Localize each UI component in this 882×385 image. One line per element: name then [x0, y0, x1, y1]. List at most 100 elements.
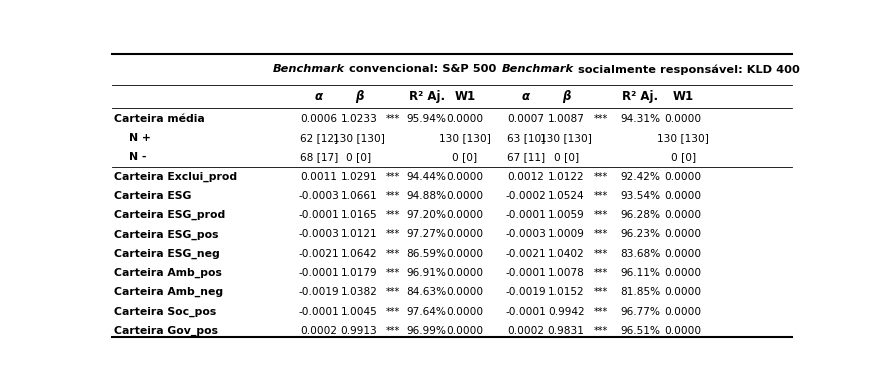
- Text: 94.44%: 94.44%: [407, 172, 447, 182]
- Text: 0 [0]: 0 [0]: [452, 152, 477, 162]
- Text: R² Aj.: R² Aj.: [622, 90, 658, 104]
- Text: -0.0001: -0.0001: [505, 306, 546, 316]
- Text: N -: N -: [130, 152, 147, 162]
- Text: 130 [130]: 130 [130]: [439, 133, 491, 143]
- Text: 0.0000: 0.0000: [664, 249, 701, 259]
- Text: 97.20%: 97.20%: [407, 210, 447, 220]
- Text: 0.0011: 0.0011: [300, 172, 337, 182]
- Text: -0.0021: -0.0021: [298, 249, 339, 259]
- Text: -0.0001: -0.0001: [505, 268, 546, 278]
- Text: ***: ***: [385, 287, 400, 297]
- Text: socialmente responsável: KLD 400: socialmente responsável: KLD 400: [574, 64, 800, 75]
- Text: 94.88%: 94.88%: [407, 191, 447, 201]
- Text: ***: ***: [594, 191, 609, 201]
- Text: Carteira Amb_neg: Carteira Amb_neg: [114, 287, 223, 297]
- Text: R² Aj.: R² Aj.: [408, 90, 445, 104]
- Text: 1.0524: 1.0524: [548, 191, 585, 201]
- Text: 0.0000: 0.0000: [446, 114, 483, 124]
- Text: Carteira Gov_pos: Carteira Gov_pos: [114, 326, 218, 336]
- Text: Carteira Exclui_prod: Carteira Exclui_prod: [114, 171, 236, 182]
- Text: 63 [10]: 63 [10]: [506, 133, 545, 143]
- Text: W1: W1: [672, 90, 693, 104]
- Text: ***: ***: [385, 249, 400, 259]
- Text: 0.0000: 0.0000: [664, 287, 701, 297]
- Text: -0.0021: -0.0021: [505, 249, 546, 259]
- Text: 0 [0]: 0 [0]: [554, 152, 579, 162]
- Text: 1.0291: 1.0291: [340, 172, 377, 182]
- Text: 92.42%: 92.42%: [620, 172, 660, 182]
- Text: ***: ***: [385, 326, 400, 336]
- Text: -0.0003: -0.0003: [505, 229, 546, 239]
- Text: Carteira Soc_pos: Carteira Soc_pos: [114, 306, 216, 316]
- Text: ***: ***: [594, 229, 609, 239]
- Text: 0.0000: 0.0000: [664, 306, 701, 316]
- Text: α: α: [522, 90, 530, 104]
- Text: 0.0012: 0.0012: [507, 172, 544, 182]
- Text: -0.0019: -0.0019: [298, 287, 339, 297]
- Text: 96.91%: 96.91%: [407, 268, 447, 278]
- Text: 93.54%: 93.54%: [620, 191, 660, 201]
- Text: ***: ***: [385, 306, 400, 316]
- Text: α: α: [315, 90, 323, 104]
- Text: 96.23%: 96.23%: [620, 229, 660, 239]
- Text: 62 [12]: 62 [12]: [300, 133, 338, 143]
- Text: β: β: [355, 90, 363, 104]
- Text: 0.0000: 0.0000: [446, 191, 483, 201]
- Text: 0 [0]: 0 [0]: [670, 152, 696, 162]
- Text: Carteira ESG_pos: Carteira ESG_pos: [114, 229, 218, 239]
- Text: 130 [130]: 130 [130]: [657, 133, 709, 143]
- Text: -0.0002: -0.0002: [505, 191, 546, 201]
- Text: ***: ***: [385, 172, 400, 182]
- Text: 0.0000: 0.0000: [664, 210, 701, 220]
- Text: 0.0000: 0.0000: [446, 229, 483, 239]
- Text: 0.0000: 0.0000: [446, 287, 483, 297]
- Text: -0.0001: -0.0001: [298, 268, 339, 278]
- Text: ***: ***: [594, 210, 609, 220]
- Text: 1.0152: 1.0152: [548, 287, 585, 297]
- Text: 0.0006: 0.0006: [300, 114, 337, 124]
- Text: 1.0661: 1.0661: [340, 191, 377, 201]
- Text: 1.0122: 1.0122: [548, 172, 585, 182]
- Text: 0.0000: 0.0000: [664, 268, 701, 278]
- Text: 1.0233: 1.0233: [340, 114, 377, 124]
- Text: 0.9942: 0.9942: [548, 306, 585, 316]
- Text: 1.0009: 1.0009: [548, 229, 585, 239]
- Text: 1.0402: 1.0402: [548, 249, 585, 259]
- Text: 67 [11]: 67 [11]: [507, 152, 545, 162]
- Text: W1: W1: [454, 90, 475, 104]
- Text: ***: ***: [385, 191, 400, 201]
- Text: 0.0000: 0.0000: [664, 326, 701, 336]
- Text: 0.0000: 0.0000: [446, 268, 483, 278]
- Text: 0.0000: 0.0000: [446, 306, 483, 316]
- Text: 96.28%: 96.28%: [620, 210, 660, 220]
- Text: 96.77%: 96.77%: [620, 306, 660, 316]
- Text: 0.9913: 0.9913: [340, 326, 377, 336]
- Text: Carteira ESG: Carteira ESG: [114, 191, 191, 201]
- Text: N +: N +: [130, 133, 152, 143]
- Text: ***: ***: [385, 210, 400, 220]
- Text: Benchmark: Benchmark: [273, 64, 345, 74]
- Text: 81.85%: 81.85%: [620, 287, 660, 297]
- Text: 1.0078: 1.0078: [548, 268, 585, 278]
- Text: -0.0003: -0.0003: [298, 229, 340, 239]
- Text: 1.0642: 1.0642: [340, 249, 377, 259]
- Text: ***: ***: [594, 287, 609, 297]
- Text: Carteira Amb_pos: Carteira Amb_pos: [114, 268, 221, 278]
- Text: 95.94%: 95.94%: [407, 114, 447, 124]
- Text: Carteira média: Carteira média: [114, 114, 205, 124]
- Text: 97.64%: 97.64%: [407, 306, 447, 316]
- Text: β: β: [562, 90, 571, 104]
- Text: 130 [130]: 130 [130]: [333, 133, 385, 143]
- Text: -0.0003: -0.0003: [298, 191, 340, 201]
- Text: 84.63%: 84.63%: [407, 287, 447, 297]
- Text: 96.51%: 96.51%: [620, 326, 660, 336]
- Text: 83.68%: 83.68%: [620, 249, 661, 259]
- Text: 1.0165: 1.0165: [340, 210, 377, 220]
- Text: 86.59%: 86.59%: [407, 249, 447, 259]
- Text: 130 [130]: 130 [130]: [541, 133, 592, 143]
- Text: 97.27%: 97.27%: [407, 229, 447, 239]
- Text: 0.0000: 0.0000: [446, 210, 483, 220]
- Text: ***: ***: [594, 172, 609, 182]
- Text: ***: ***: [594, 326, 609, 336]
- Text: -0.0019: -0.0019: [505, 287, 546, 297]
